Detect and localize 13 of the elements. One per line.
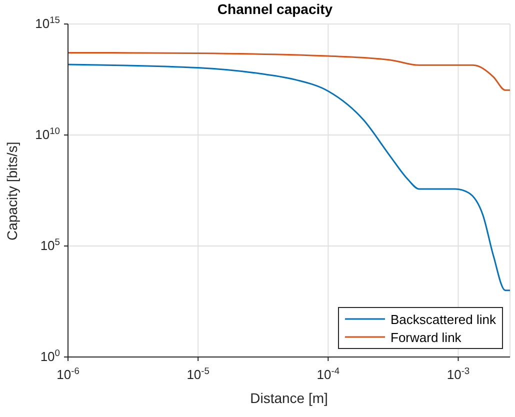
chart-title: Channel capacity xyxy=(217,1,333,17)
y-tick-label: 10$^{0}$ xyxy=(40,348,60,364)
x-tick-label: 10$^{-5}$ xyxy=(186,366,210,382)
y-tick-label: 10$^{10}$ xyxy=(35,126,60,142)
legend-label: Backscattered link xyxy=(390,310,496,328)
x-tick-label: 10$^{-6}$ xyxy=(56,366,80,382)
y-tick-label: 10$^{15}$ xyxy=(35,15,60,31)
x-axis-title: Distance [m] xyxy=(250,390,328,406)
legend-label: Forward link xyxy=(390,328,462,346)
x-tick-label: 10$^{-3}$ xyxy=(446,366,470,382)
y-tick-label: 10$^{5}$ xyxy=(40,237,60,253)
x-tick-label: 10$^{-4}$ xyxy=(316,366,340,382)
y-axis-title: Capacity [bits/s] xyxy=(4,142,20,240)
